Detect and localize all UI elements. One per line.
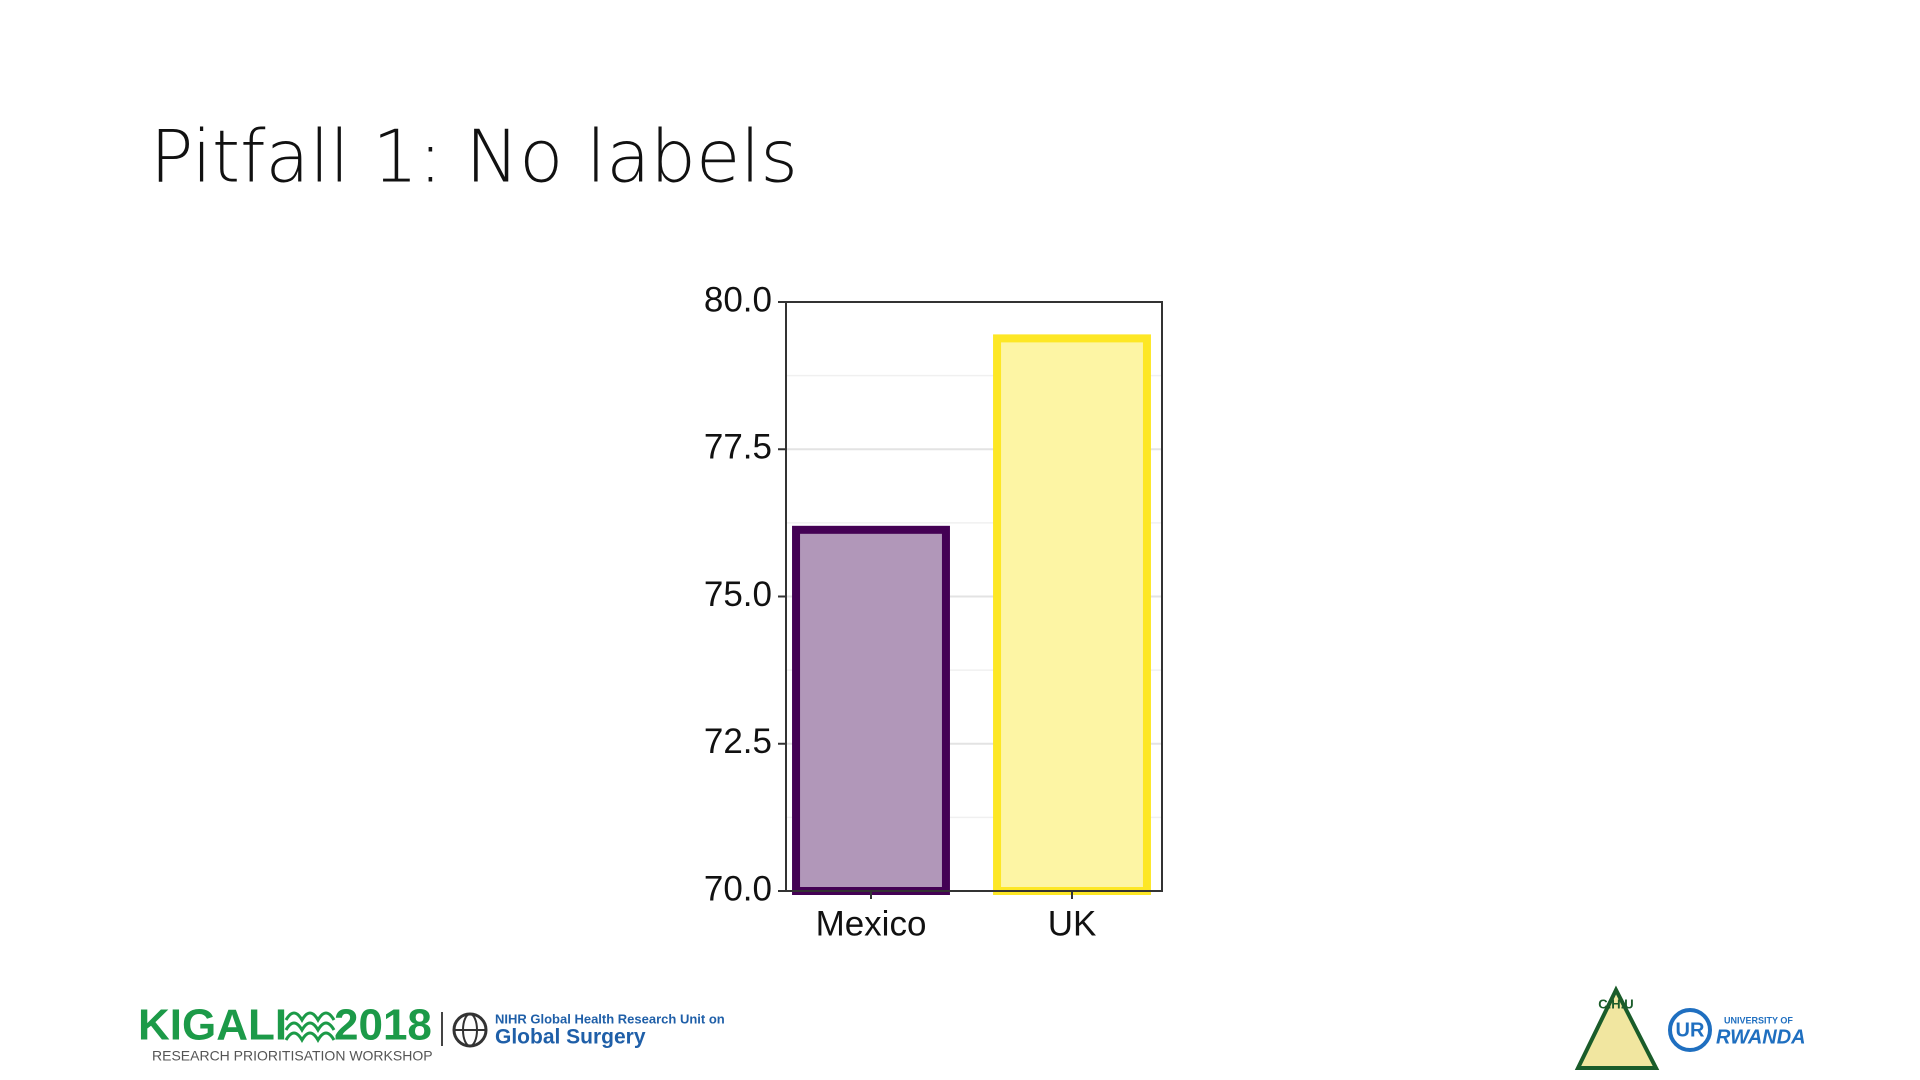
logo-chu-text: C.H.U (1598, 996, 1633, 1011)
y-tick-label: 80.0 (704, 280, 772, 319)
y-tick-label: 70.0 (704, 869, 772, 908)
logo-rwanda: RWANDA (1716, 1026, 1806, 1048)
x-tick-label: Mexico (816, 904, 927, 943)
logo-wave (284, 1011, 336, 1044)
plot-border (785, 301, 1163, 892)
footer-left-logos: KIGALI 2018 RESEARCH PRIORITISATION WORK… (138, 1001, 725, 1064)
bar (993, 334, 1151, 895)
chart: 70.0 72.5 75.0 77.5 80.0 Mexico UK (704, 280, 1163, 943)
logo-workshop: RESEARCH PRIORITISATION WORKSHOP (152, 1048, 433, 1064)
footer-right-logos: C.H.U UR UNIVERSITY OF RWANDA (1574, 985, 1806, 1070)
y-tick-label: 77.5 (704, 428, 772, 467)
y-tick-label: 72.5 (704, 722, 772, 761)
logo-univ-of: UNIVERSITY OF (1724, 1015, 1793, 1025)
logo-ur (1668, 1008, 1712, 1052)
bar (792, 525, 950, 895)
logo-surgery: Global Surgery (495, 1026, 646, 1049)
y-tick-label: 75.0 (704, 575, 772, 614)
logo-nihr: NIHR Global Health Research Unit on (495, 1011, 725, 1026)
logo-year: 2018 (334, 1001, 432, 1050)
slide-title: Pitfall 1: No labels (150, 115, 798, 199)
logo-ur-text: UR (1676, 1019, 1705, 1041)
x-tick-label: UK (1048, 904, 1097, 943)
logo-kigali: KIGALI (138, 1001, 287, 1050)
logo-chu (1574, 985, 1660, 1070)
